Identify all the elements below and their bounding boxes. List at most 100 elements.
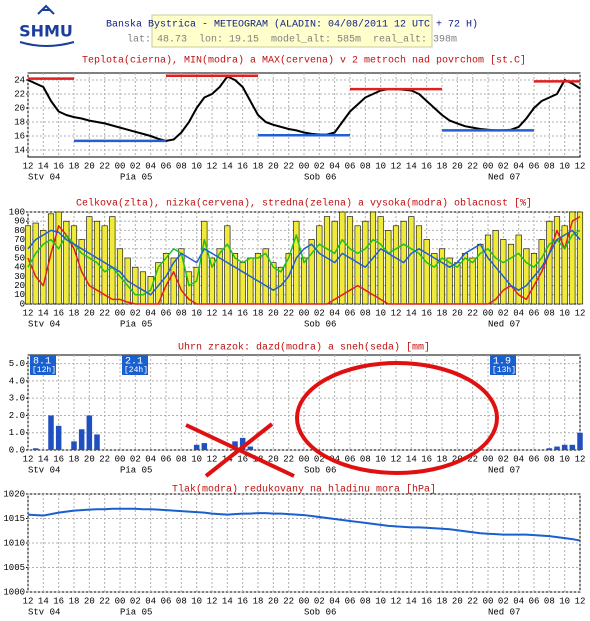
x-tick-label: 00 — [115, 596, 126, 606]
bar — [553, 216, 561, 305]
bar — [32, 448, 39, 450]
x-tick-label: 22 — [283, 308, 294, 318]
x-tick-label: 02 — [498, 308, 509, 318]
x-tick-label: 14 — [406, 308, 417, 318]
chart-title: Celkova(zlta), nizka(cervena), stredna(z… — [76, 198, 532, 210]
x-tick-label: 02 — [314, 308, 325, 318]
x-tick-label: 08 — [360, 308, 371, 318]
day-label: Stv 04 — [28, 607, 60, 617]
x-tick-label: 04 — [329, 161, 340, 171]
annotation-ellipse — [295, 361, 499, 475]
x-tick-label: 22 — [99, 308, 110, 318]
x-tick-label: 04 — [329, 308, 340, 318]
x-tick-label: 10 — [559, 454, 570, 464]
total-box — [122, 355, 148, 375]
bar — [523, 248, 530, 305]
bar — [232, 441, 238, 450]
x-tick-label: 22 — [283, 161, 294, 171]
x-tick-label: 06 — [161, 454, 172, 464]
y-tick-label: 20 — [14, 281, 25, 291]
bar — [63, 220, 70, 305]
x-tick-label: 12 — [23, 308, 34, 318]
bar — [415, 225, 423, 305]
x-tick-label: 00 — [299, 454, 310, 464]
x-tick-label: 18 — [437, 161, 448, 171]
y-tick-label: 18 — [14, 117, 25, 127]
bar — [377, 216, 384, 305]
bar — [507, 243, 515, 305]
y-tick-label: 16 — [14, 131, 25, 141]
x-tick-label: 16 — [421, 596, 432, 606]
total-value: 8.1 — [33, 357, 51, 368]
x-tick-label: 12 — [207, 308, 218, 318]
bar — [185, 271, 193, 305]
x-tick-label: 18 — [253, 308, 264, 318]
x-tick-label: 20 — [268, 596, 279, 606]
bar — [70, 225, 78, 305]
logo-text: SHMU — [19, 22, 73, 41]
annotation-cross — [204, 422, 274, 478]
y-tick-label: 4.0 — [9, 376, 25, 386]
x-tick-label: 02 — [130, 596, 141, 606]
x-tick-label: 20 — [84, 308, 95, 318]
x-tick-label: 14 — [222, 308, 233, 318]
bar — [561, 444, 568, 450]
bar — [385, 230, 392, 305]
x-tick-label: 14 — [222, 596, 233, 606]
x-tick-label: 22 — [467, 161, 478, 171]
x-tick-label: 16 — [421, 308, 432, 318]
x-tick-label: 10 — [375, 596, 386, 606]
x-tick-label: 14 — [38, 454, 49, 464]
x-tick-label: 00 — [483, 308, 494, 318]
x-tick-label: 06 — [161, 308, 172, 318]
bar — [247, 257, 254, 305]
x-tick-label: 00 — [483, 596, 494, 606]
bar — [139, 271, 147, 305]
day-label: Pia 05 — [120, 319, 152, 329]
x-tick-label: 12 — [23, 596, 34, 606]
x-tick-label: 20 — [452, 308, 463, 318]
bar — [170, 257, 177, 305]
y-tick-label: 100 — [9, 207, 25, 217]
x-tick-label: 16 — [53, 161, 64, 171]
x-tick-label: 06 — [345, 161, 356, 171]
y-tick-label: 60 — [14, 244, 25, 254]
x-tick-label: 04 — [145, 308, 156, 318]
x-tick-label: 00 — [115, 454, 126, 464]
annotations — [185, 361, 499, 478]
bar — [94, 434, 100, 450]
bar — [577, 432, 583, 450]
x-tick-label: 16 — [237, 308, 248, 318]
y-tick-label: 5.0 — [9, 359, 25, 369]
x-tick-label: 12 — [23, 161, 34, 171]
x-tick-label: 08 — [544, 454, 555, 464]
day-label: Pia 05 — [120, 607, 152, 617]
x-tick-label: 22 — [99, 454, 110, 464]
bar — [101, 225, 108, 305]
x-tick-label: 00 — [299, 596, 310, 606]
x-tick-label: 18 — [69, 308, 80, 318]
x-tick-label: 02 — [130, 308, 141, 318]
x-tick-label: 20 — [268, 161, 279, 171]
bar — [40, 230, 47, 305]
x-tick-label: 16 — [237, 596, 248, 606]
x-tick-label: 16 — [421, 454, 432, 464]
x-tick-label: 22 — [99, 596, 110, 606]
bar — [86, 415, 93, 450]
x-tick-label: 02 — [498, 596, 509, 606]
x-tick-label: 10 — [559, 308, 570, 318]
day-label: Stv 04 — [28, 319, 60, 329]
x-tick-label: 06 — [529, 308, 540, 318]
y-tick-label: 50 — [14, 253, 25, 263]
bar — [569, 444, 576, 450]
x-tick-label: 10 — [375, 161, 386, 171]
logo: SHMU — [19, 4, 75, 47]
x-tick-label: 10 — [191, 454, 202, 464]
bar — [247, 446, 254, 450]
x-tick-label: 02 — [314, 454, 325, 464]
y-tick-label: 1010 — [3, 538, 25, 548]
x-tick-label: 14 — [406, 161, 417, 171]
header-box — [151, 14, 433, 48]
day-label: Ned 07 — [488, 319, 520, 329]
